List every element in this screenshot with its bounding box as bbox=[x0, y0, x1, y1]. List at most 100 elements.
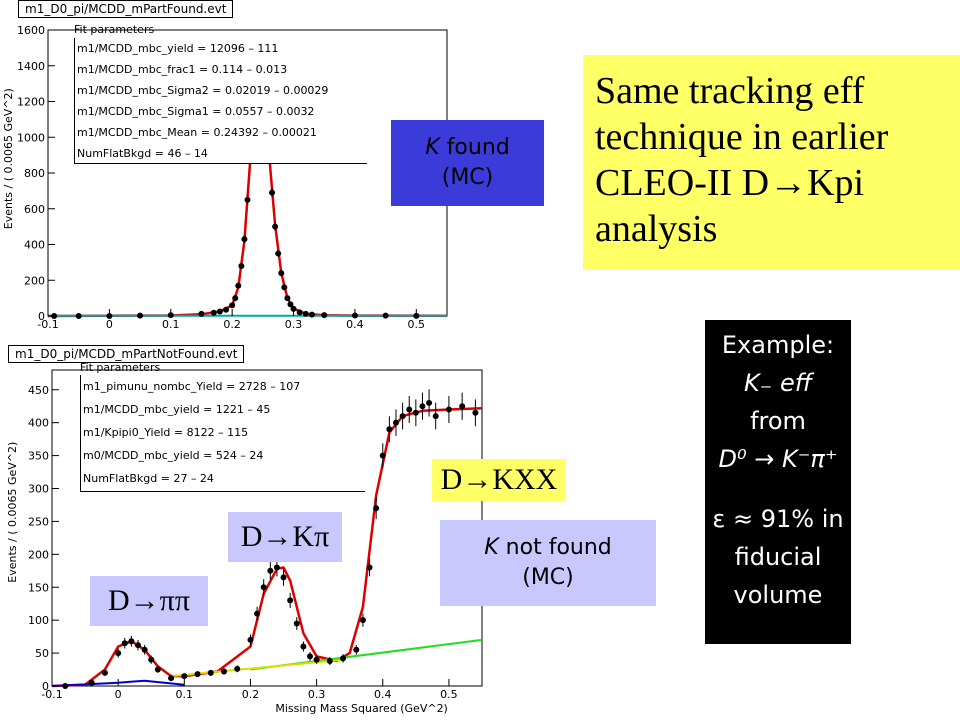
fit-params-box: m1/MCDD_mbc_yield = 12096 – 111 m1/MCDD_… bbox=[74, 38, 367, 164]
data-point bbox=[181, 673, 188, 680]
x-tick-label: 0 bbox=[115, 688, 122, 701]
x-tick-label: 0.2 bbox=[242, 688, 260, 701]
y-tick-label: 200 bbox=[28, 548, 49, 561]
y-tick-label: 100 bbox=[28, 614, 49, 627]
background-curve bbox=[51, 679, 185, 687]
x-tick-label: 0 bbox=[106, 318, 113, 330]
fit-param: m1/Kpipi0_Yield = 8122 – 115 bbox=[83, 426, 249, 439]
example-line: fiducial bbox=[734, 543, 822, 571]
y-axis-label: Events / ( 0.0065 GeV^2) bbox=[2, 88, 15, 229]
fit-param: NumFlatBkgd = 46 – 14 bbox=[77, 147, 208, 160]
fit-params-box: m1_pimunu_nombc_Yield = 2728 – 107 m1/MC… bbox=[80, 375, 365, 492]
y-tick-label: 1000 bbox=[17, 131, 45, 144]
data-point bbox=[353, 646, 360, 653]
example-line: volume bbox=[733, 581, 823, 609]
y-tick-label: 1200 bbox=[17, 96, 45, 109]
data-point bbox=[373, 505, 380, 512]
fit-param: m1_pimunu_nombc_Yield = 2728 – 107 bbox=[83, 380, 301, 393]
d-kpi-label: D→Kπ bbox=[228, 512, 342, 562]
data-point bbox=[234, 665, 241, 672]
d-pipi-label: D→ππ bbox=[90, 576, 208, 626]
data-point bbox=[379, 452, 386, 459]
data-point bbox=[340, 655, 347, 662]
data-point bbox=[293, 620, 300, 627]
data-point bbox=[382, 312, 389, 319]
data-point bbox=[194, 671, 201, 678]
y-tick-label: 1400 bbox=[17, 60, 45, 73]
data-point bbox=[168, 675, 175, 682]
found-text: found bbox=[446, 135, 510, 160]
example-line: D⁰ → K⁻π⁺ bbox=[718, 445, 838, 473]
fit-param: m1/MCDD_mbc_Mean = 0.24392 – 0.00021 bbox=[77, 126, 317, 139]
data-point bbox=[148, 656, 155, 663]
data-point bbox=[101, 669, 108, 676]
fit-param: m1/MCDD_mbc_yield = 1221 – 45 bbox=[83, 403, 271, 416]
data-point bbox=[280, 574, 287, 581]
x-axis-label: Missing Mass Squared (GeV^2) bbox=[275, 702, 448, 715]
data-point bbox=[426, 399, 433, 406]
data-point bbox=[321, 312, 328, 319]
data-point bbox=[326, 657, 333, 664]
data-point bbox=[267, 567, 274, 574]
cleo-note-box: Same tracking eff technique in earlier C… bbox=[583, 55, 960, 270]
data-point bbox=[75, 313, 82, 319]
data-point bbox=[260, 584, 267, 591]
d-kxx-label: D→KXX bbox=[432, 459, 566, 501]
data-point bbox=[232, 295, 239, 302]
data-point bbox=[287, 301, 294, 308]
data-point bbox=[445, 406, 452, 413]
y-tick-label: 300 bbox=[28, 483, 49, 496]
x-tick-label: 0.4 bbox=[374, 688, 392, 701]
data-point bbox=[223, 306, 230, 313]
fit-params-header: Fit parameters bbox=[74, 23, 155, 36]
x-tick-label: 0.5 bbox=[408, 318, 426, 330]
fit-param: NumFlatBkgd = 27 – 24 bbox=[83, 472, 214, 485]
data-point bbox=[275, 250, 282, 257]
data-point bbox=[141, 646, 148, 653]
y-axis-label: Events / ( 0.0065 GeV^2) bbox=[6, 442, 19, 583]
k-symbol: K bbox=[425, 135, 440, 160]
example-box: Example: K₋ eff from D⁰ → K⁻π⁺ ε ≈ 91% i… bbox=[705, 320, 851, 644]
data-point bbox=[307, 653, 313, 660]
plot-title: m1_D0_pi/MCDD_mPartNotFound.evt bbox=[8, 345, 245, 363]
data-point bbox=[247, 636, 254, 643]
data-point bbox=[281, 284, 288, 291]
note-line: technique in earlier bbox=[595, 116, 889, 158]
data-point bbox=[366, 564, 373, 571]
data-point bbox=[198, 310, 205, 317]
fit-param: m1/MCDD_mbc_yield = 12096 – 111 bbox=[77, 42, 279, 55]
data-point bbox=[272, 223, 279, 230]
not-found-text: not found bbox=[505, 535, 612, 560]
data-point bbox=[207, 669, 214, 676]
x-tick-label: 0.4 bbox=[346, 318, 364, 330]
data-point bbox=[393, 419, 399, 426]
data-point bbox=[241, 236, 248, 243]
data-point bbox=[406, 406, 413, 413]
y-tick-label: 350 bbox=[28, 450, 49, 463]
data-point bbox=[313, 656, 320, 663]
data-point bbox=[269, 189, 276, 196]
data-point bbox=[221, 668, 227, 675]
y-tick-label: 200 bbox=[24, 274, 45, 287]
data-point bbox=[254, 610, 261, 617]
x-tick-label: 0.1 bbox=[176, 688, 194, 701]
note-line: Same tracking eff bbox=[595, 70, 865, 112]
mc-text: (MC) bbox=[441, 165, 494, 190]
data-point bbox=[278, 270, 285, 277]
x-tick-label: 0.3 bbox=[308, 688, 326, 701]
data-point bbox=[399, 413, 406, 420]
data-point bbox=[216, 308, 223, 315]
data-point bbox=[419, 403, 426, 410]
example-line: ε ≈ 91% in bbox=[712, 505, 844, 533]
data-point bbox=[244, 196, 251, 203]
y-tick-label: 0 bbox=[42, 680, 49, 693]
fit-param: m1/MCDD_mbc_frac1 = 0.114 – 0.013 bbox=[77, 63, 288, 76]
x-tick-label: -0.1 bbox=[41, 688, 62, 701]
data-point bbox=[308, 311, 315, 318]
fit-param: m1/MCDD_mbc_Sigma1 = 0.0557 – 0.0032 bbox=[77, 105, 315, 118]
data-point bbox=[235, 282, 242, 289]
data-point bbox=[412, 409, 419, 416]
example-line: from bbox=[750, 407, 806, 435]
example-line: K₋ eff bbox=[743, 369, 813, 397]
data-point bbox=[459, 403, 466, 410]
